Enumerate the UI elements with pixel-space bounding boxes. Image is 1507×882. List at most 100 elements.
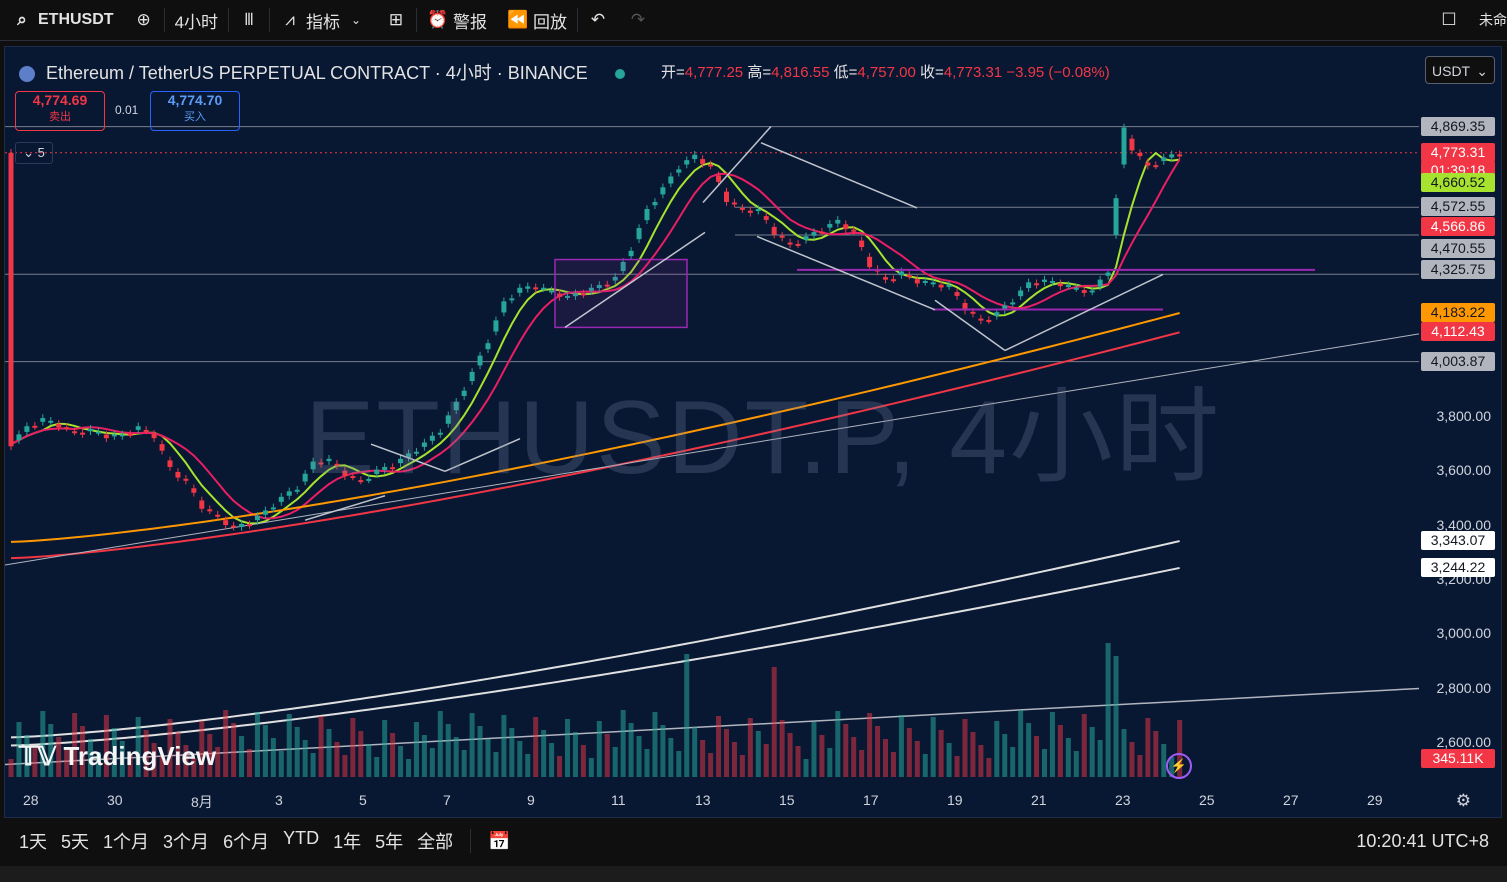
timeframe-button[interactable]: 1天 [19, 832, 48, 852]
candle-body [835, 219, 841, 224]
ohlc-values: 开=4,777.25 高=4,816.55 低=4,757.00 收=4,773… [661, 61, 1110, 82]
indicators-button[interactable]: ⩘ 指标 ⌄ [270, 0, 376, 40]
candle-body [779, 235, 785, 238]
volume-bar [557, 756, 563, 777]
buy-button[interactable]: 4,774.70 买入 [150, 91, 240, 131]
candle-body [1057, 283, 1063, 287]
volume-bar [40, 711, 46, 777]
layout-button[interactable]: ⊞ [376, 0, 416, 40]
volume-bar [962, 719, 968, 777]
volume-bar [1137, 755, 1143, 777]
volume-bar [859, 750, 865, 777]
volume-bar [207, 734, 213, 777]
timeframe-button[interactable]: 5天 [61, 832, 90, 852]
close-label: 收= [919, 64, 944, 81]
volume-bar [302, 740, 308, 777]
volume-bar [64, 750, 70, 777]
timeframe-button[interactable]: 3个月 [163, 832, 210, 852]
time-axis-tick: 30 [107, 792, 123, 808]
chart-type-button[interactable]: 𝍫 [229, 0, 269, 40]
sell-label: 卖出 [49, 111, 71, 123]
divider [470, 829, 472, 853]
account-label: 未命 [1479, 12, 1507, 28]
chart-pane[interactable]: ETHUSDT.P, 4小时 Ethereum / TetherUS PERPE… [4, 46, 1502, 818]
interval-button[interactable]: 4小时 [165, 0, 228, 40]
time-axis-tick: 9 [527, 792, 535, 808]
settings-gear-icon[interactable]: ⚙ [1455, 791, 1471, 810]
candle-body [239, 523, 245, 527]
volume-bar [159, 756, 165, 777]
candle-body [620, 261, 626, 272]
lightning-icon[interactable]: ⚡ [1166, 753, 1192, 779]
indicator-collapse-button[interactable]: ⌄ 5 [15, 142, 53, 164]
candle-body [374, 469, 380, 475]
candle-body [1169, 154, 1175, 158]
symbol-search-button[interactable]: ⌕ ETHUSDT [0, 0, 124, 40]
volume-bar [724, 729, 729, 777]
candle-body [310, 461, 316, 470]
volume-bar [88, 739, 93, 777]
currency-label: USDT [1432, 63, 1471, 79]
undo-button[interactable]: ↶ [578, 0, 618, 40]
volume-bar [413, 722, 419, 777]
candle-body [175, 471, 181, 478]
sell-button[interactable]: 4,774.69 卖出 [15, 91, 105, 131]
divider [228, 8, 230, 32]
chevron-down-icon: ⌄ [1476, 63, 1488, 79]
volume-bar [167, 719, 173, 777]
price-axis-tick: 3,600.00 [1436, 462, 1492, 479]
volume-bar [851, 737, 857, 777]
candle-body [580, 293, 586, 296]
brand-text: TradingView [63, 741, 217, 771]
legend-title[interactable]: Ethereum / TetherUS PERPETUAL CONTRACT ·… [46, 63, 588, 83]
compare-button[interactable]: ⊕ [124, 0, 164, 40]
volume-bar [254, 712, 260, 777]
candle-body [1097, 279, 1103, 287]
volume-bar [1097, 740, 1103, 777]
volume-bar [445, 724, 451, 777]
replay-button[interactable]: ⏪ 回放 [497, 0, 577, 40]
currency-select[interactable]: USDT ⌄ [1425, 56, 1495, 84]
candle-body [1145, 162, 1151, 166]
volume-bar [1081, 714, 1087, 777]
candle-body [199, 500, 205, 509]
price-chart-svg[interactable] [5, 47, 1501, 817]
volume-bar [1153, 731, 1159, 777]
timeframe-button[interactable]: 全部 [417, 832, 454, 852]
volume-bar [342, 755, 348, 777]
candle-body [80, 432, 86, 435]
price-label-tag: 4,660.52 [1421, 173, 1495, 193]
volume-bar [819, 735, 825, 777]
volume-bar [843, 724, 849, 777]
volume-bar [32, 748, 38, 777]
spread-value: 0.01 [115, 103, 139, 117]
volume-bar [294, 727, 300, 777]
timeframe-button[interactable]: 6个月 [223, 832, 270, 852]
date-range-button[interactable]: 📅 [481, 831, 517, 852]
candle-body [668, 176, 674, 184]
redo-button[interactable]: ↷ [618, 0, 658, 40]
volume-bar [731, 742, 737, 777]
timeframe-button[interactable]: 1个月 [103, 832, 150, 852]
timeframe-button[interactable]: 5年 [375, 832, 404, 852]
account-button[interactable]: 未命 [1469, 0, 1507, 40]
buy-price: 4,774.70 [167, 92, 223, 108]
candle-body [406, 453, 411, 458]
candle-body [270, 507, 276, 510]
timeframe-button[interactable]: 1年 [333, 832, 362, 852]
candle-body [922, 280, 928, 283]
fullscreen-button[interactable]: ☐ [1429, 0, 1469, 40]
price-label-tag: 4,325.75 [1421, 259, 1495, 279]
price-label-tag: 4,572.55 [1421, 197, 1495, 217]
timeframe-button[interactable]: YTD [283, 828, 320, 848]
volume-bar [803, 759, 809, 777]
alerts-button[interactable]: ⏰ 警报 [417, 0, 497, 40]
clock-timezone[interactable]: 10:20:41 UTC+8 [1356, 830, 1489, 851]
price-label-tag: 4,566.86 [1421, 217, 1495, 237]
tradingview-logo[interactable]: 𝕋𝕍 TradingView [19, 741, 216, 772]
volume-bar [930, 717, 936, 777]
volume-bar [1121, 729, 1127, 777]
volume-bar [191, 758, 197, 777]
divider [577, 8, 579, 32]
candle-body [453, 401, 459, 411]
